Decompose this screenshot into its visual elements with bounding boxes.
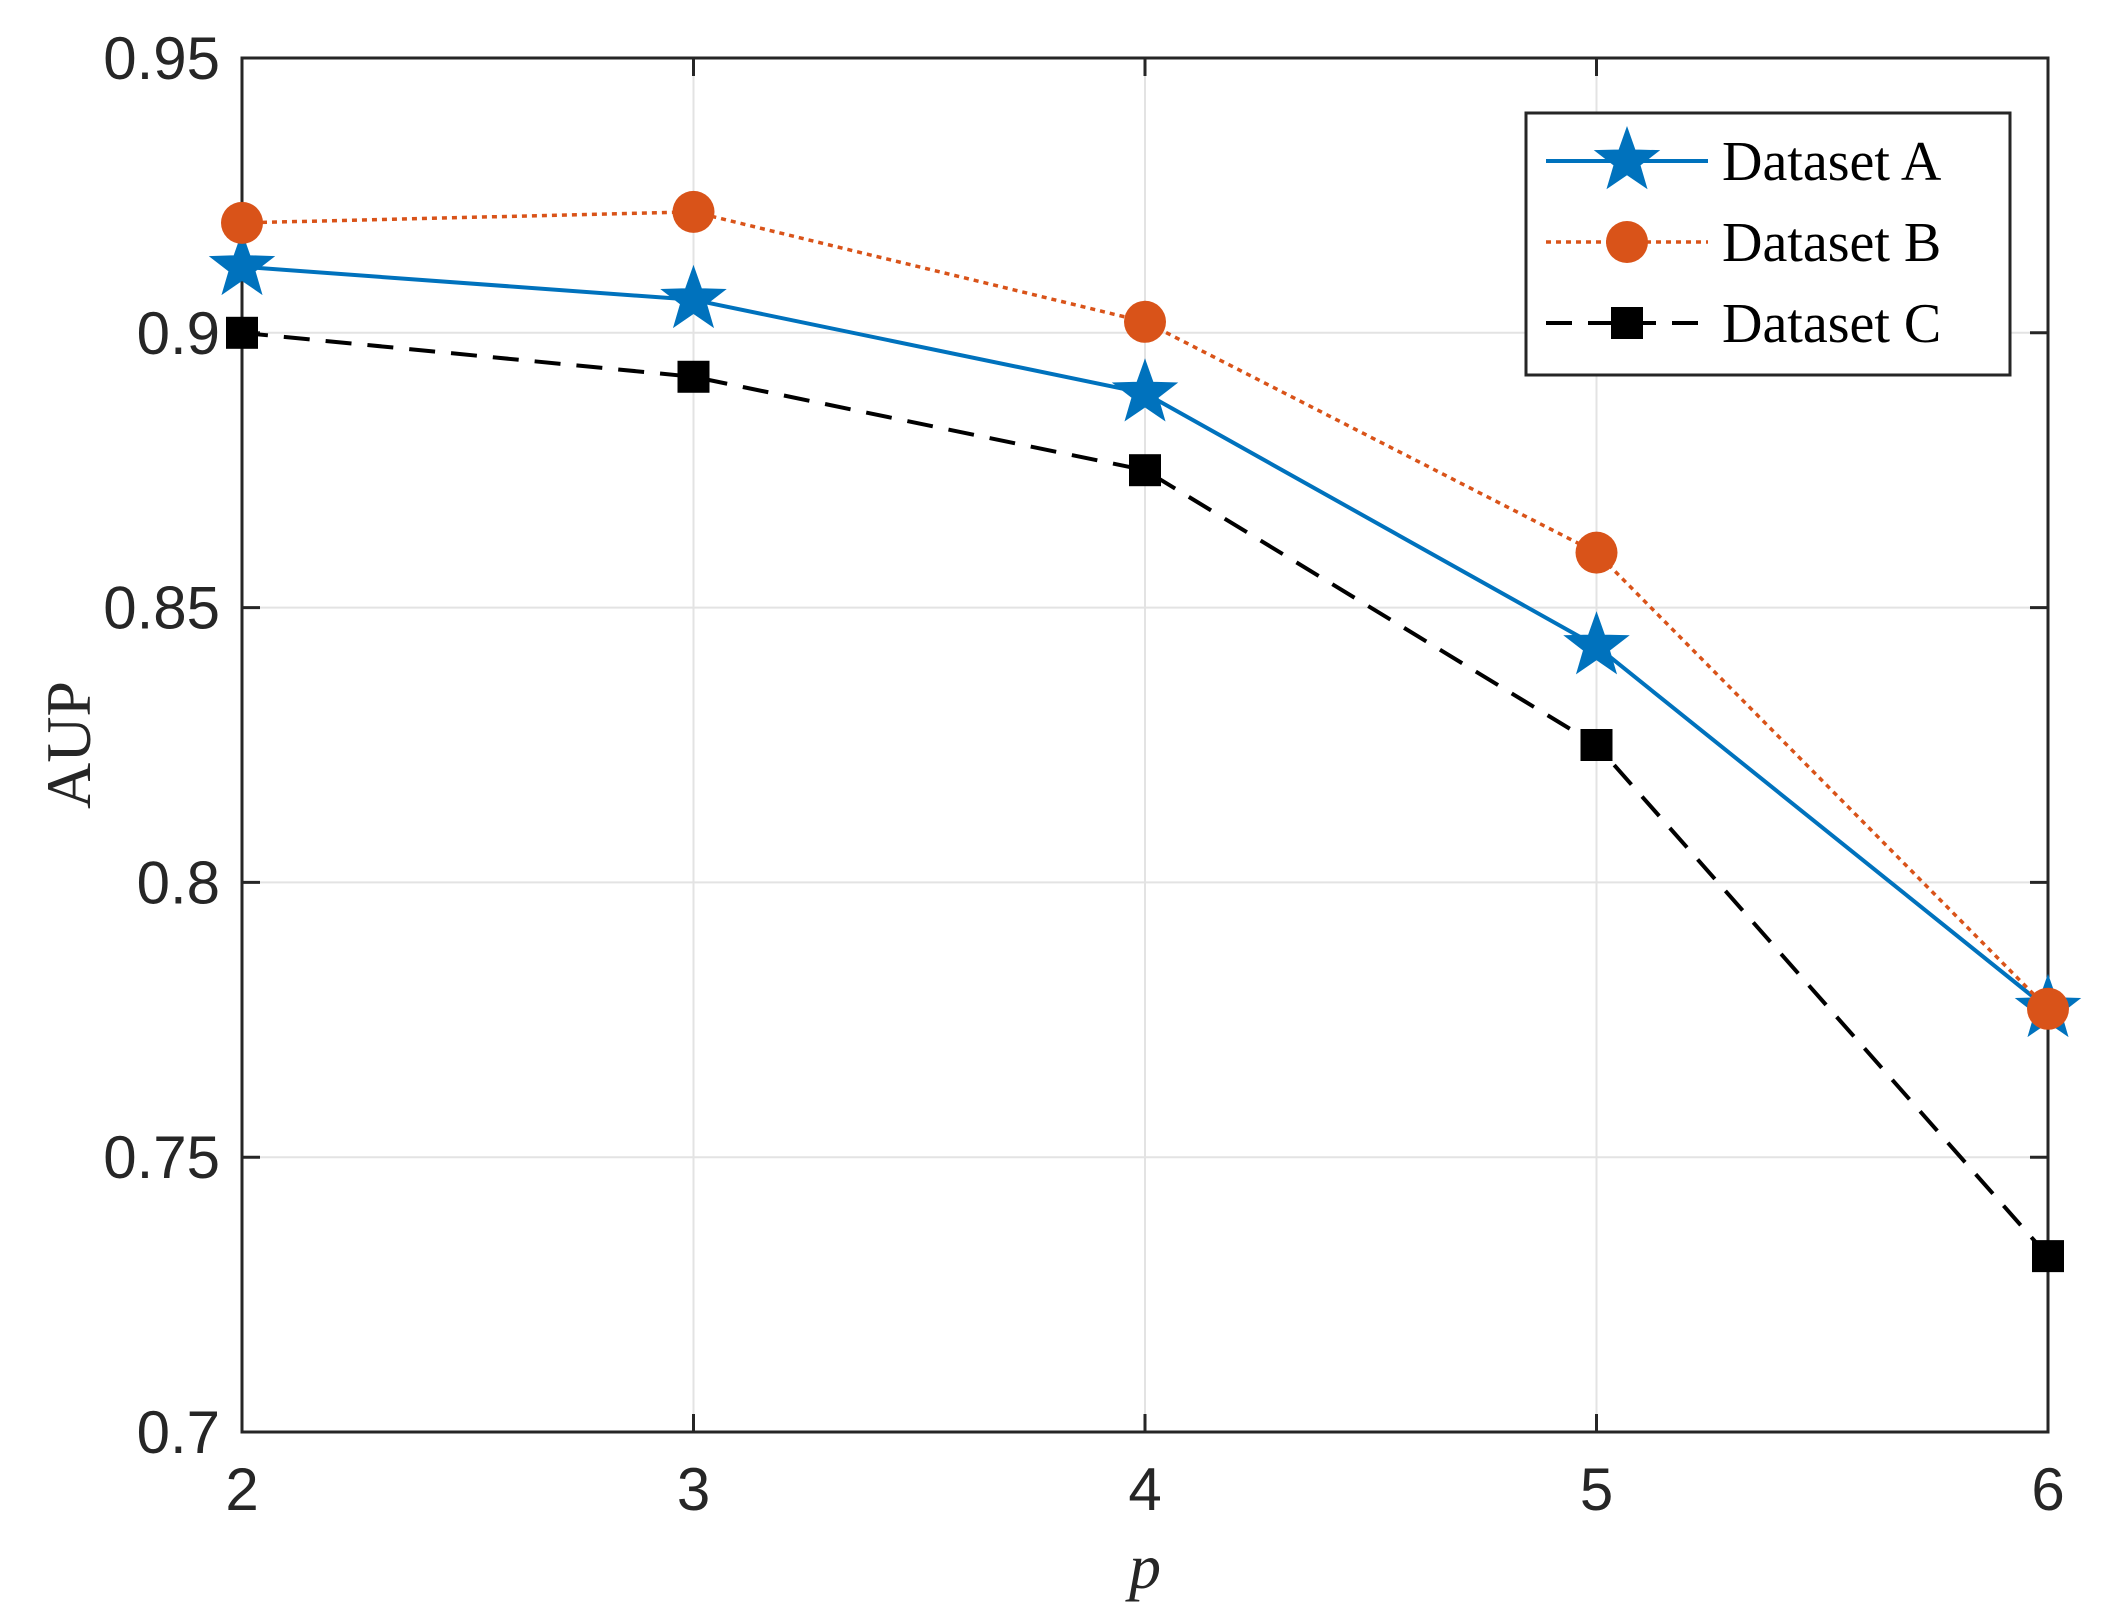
x-tick-label: 4 — [1128, 1456, 1161, 1523]
x-axis-title: p — [1125, 1531, 1161, 1602]
legend: Dataset A Dataset B Dataset C — [1524, 111, 2012, 377]
data-point-dataset-a — [1563, 611, 1630, 675]
data-point-dataset-c — [1580, 729, 1613, 761]
data-point-dataset-b — [1124, 300, 1166, 343]
ticks-layer: 2 3 4 5 6 0.7 0.75 0.8 0.85 0.9 0.95 — [103, 25, 2064, 1523]
data-point-dataset-a — [208, 231, 276, 296]
data-point-dataset-b — [2027, 987, 2069, 1030]
data-point-dataset-b — [221, 201, 263, 244]
data-point-dataset-a — [660, 264, 727, 329]
y-tick-label: 0.7 — [137, 1399, 220, 1466]
x-tick-label: 5 — [1580, 1456, 1613, 1523]
data-point-dataset-c — [226, 316, 258, 349]
y-axis-title: AUP — [33, 681, 104, 809]
data-point-dataset-b — [672, 190, 715, 233]
y-tick-label: 0.9 — [137, 300, 220, 367]
series-dataset-b — [221, 190, 2069, 1030]
series-dataset-c — [226, 316, 2064, 1273]
y-tick-label: 0.8 — [137, 849, 220, 916]
data-point-dataset-b — [1575, 531, 1618, 574]
x-tick-label: 2 — [225, 1456, 258, 1523]
data-point-dataset-a — [1111, 358, 1179, 422]
legend-label-dataset-b: Dataset B — [1722, 212, 1941, 274]
y-tick-label: 0.75 — [103, 1124, 220, 1191]
legend-label-dataset-c: Dataset C — [1722, 293, 1941, 355]
y-tick-label: 0.95 — [103, 25, 220, 92]
legend-marker-dataset-b — [1606, 221, 1648, 263]
data-point-dataset-c — [1129, 454, 1161, 487]
legend-label-dataset-a: Dataset A — [1722, 131, 1942, 193]
data-point-dataset-c — [2032, 1240, 2064, 1273]
x-tick-label: 6 — [2031, 1456, 2064, 1523]
legend-marker-dataset-c — [1611, 307, 1643, 339]
series-line-dataset-b — [241, 210, 2050, 1011]
legend-marker-dataset-a — [1593, 125, 1661, 190]
data-point-dataset-c — [677, 360, 710, 393]
series-line-dataset-c — [241, 330, 2050, 1258]
series-layer — [208, 190, 2082, 1273]
x-tick-label: 3 — [677, 1456, 710, 1523]
y-tick-label: 0.85 — [103, 575, 220, 642]
